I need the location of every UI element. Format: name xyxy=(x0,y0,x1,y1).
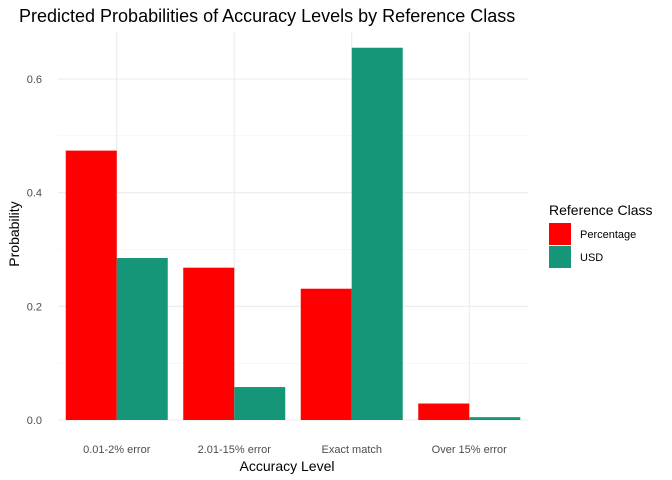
x-axis-title: Accuracy Level xyxy=(240,458,335,474)
legend-key-percentage xyxy=(549,223,571,245)
bar-percentage-2 xyxy=(183,267,235,420)
y-tick-label: 0.6 xyxy=(27,74,42,86)
x-tick-label: 0.01-2% error xyxy=(83,444,151,456)
y-axis-ticks: 0.0 0.2 0.4 0.6 xyxy=(27,74,42,427)
bar-usd-2 xyxy=(234,387,286,420)
y-tick-label: 0.4 xyxy=(27,188,42,200)
y-tick-label: 0.0 xyxy=(27,415,42,427)
y-tick-label: 0.2 xyxy=(27,301,42,313)
x-tick-label: Over 15% error xyxy=(432,444,508,456)
x-tick-label: Exact match xyxy=(321,444,382,456)
x-axis-ticks: 0.01-2% error 2.01-15% error Exact match Ov… xyxy=(83,444,507,456)
bar-percentage-1 xyxy=(65,150,117,421)
bar-usd-3 xyxy=(351,47,403,420)
legend: Reference Class Percentage USD xyxy=(549,202,653,268)
bar-percentage-3 xyxy=(300,288,352,420)
x-tick-label: 2.01-15% error xyxy=(198,444,272,456)
legend-label-usd: USD xyxy=(580,252,603,264)
y-axis-title: Probability xyxy=(6,201,22,266)
bar-usd-4 xyxy=(469,417,521,420)
legend-key-usd xyxy=(549,246,571,268)
bar-usd-1 xyxy=(116,258,168,420)
bar-percentage-4 xyxy=(418,403,470,420)
bars xyxy=(65,47,521,421)
legend-label-percentage: Percentage xyxy=(580,229,636,241)
chart-title: Predicted Probabilities of Accuracy Leve… xyxy=(19,6,515,26)
legend-title: Reference Class xyxy=(549,202,653,218)
